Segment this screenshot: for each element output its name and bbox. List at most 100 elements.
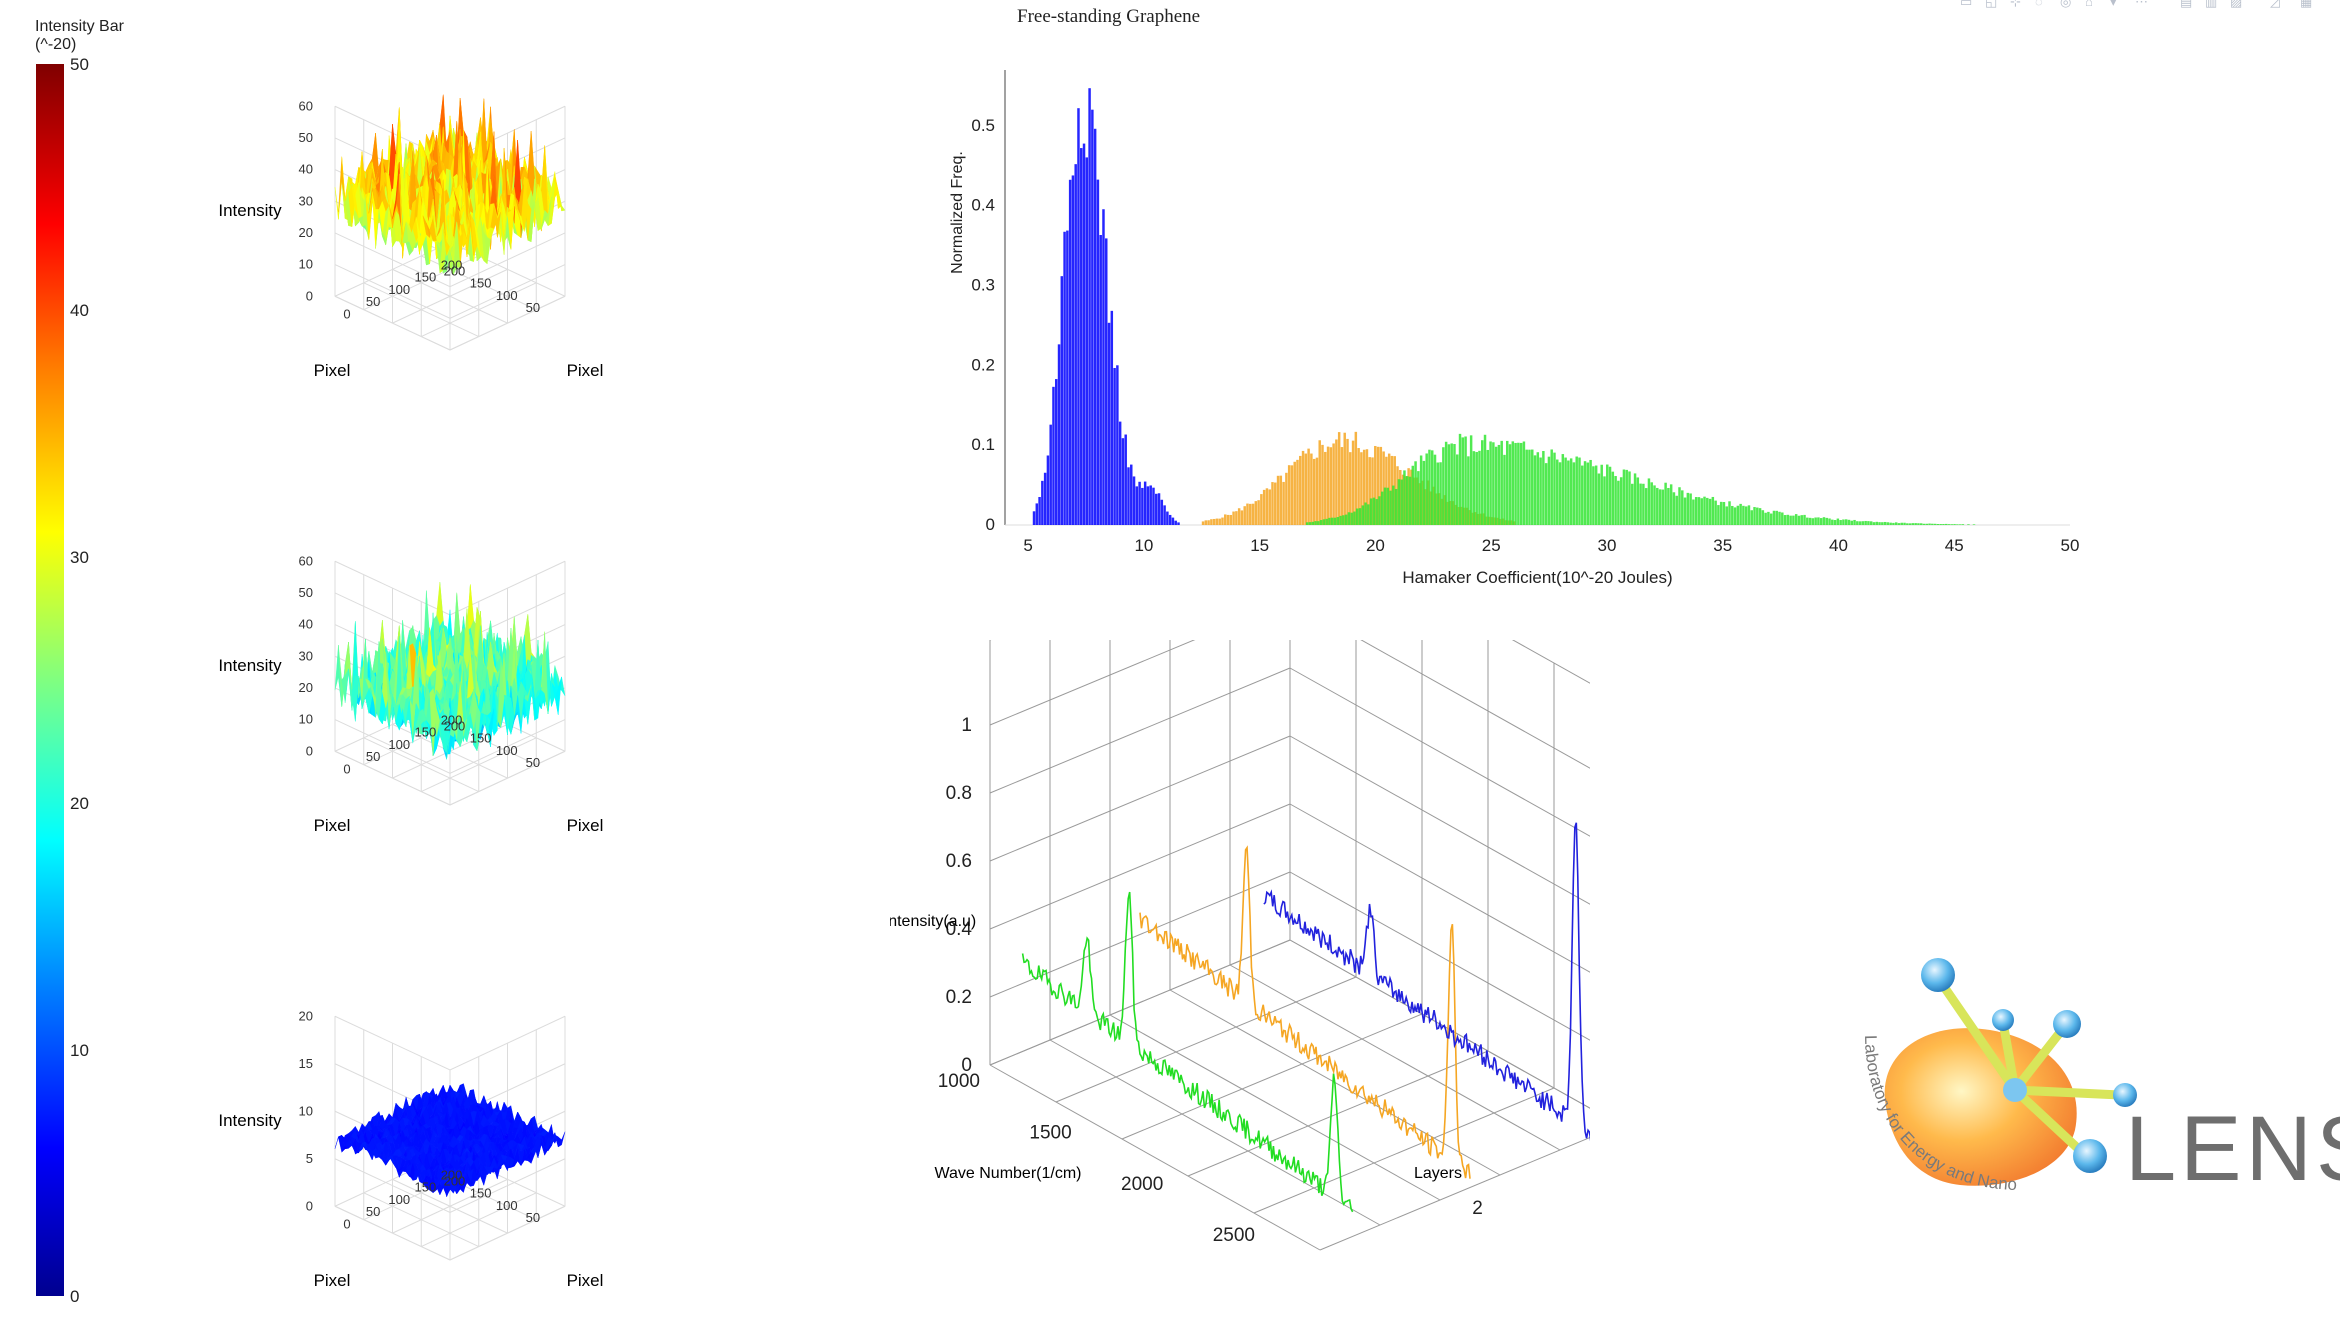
histogram-bar xyxy=(1240,510,1244,525)
histogram-bar xyxy=(1528,449,1531,525)
histogram-bar xyxy=(1631,483,1634,525)
histogram-bar xyxy=(1367,504,1370,525)
camera-icon[interactable]: ▭ xyxy=(1960,0,1973,9)
histogram-bar xyxy=(1525,449,1528,525)
histogram-bar xyxy=(1379,446,1383,525)
z-tick-label: 10 xyxy=(299,712,313,727)
reset-icon[interactable]: ⌂ xyxy=(2085,0,2093,9)
histogram-bar xyxy=(1426,480,1430,525)
x-axis-label: Pixel xyxy=(314,1271,351,1290)
histogram-bar xyxy=(1658,489,1662,525)
turntable-icon[interactable]: ◎ xyxy=(2060,0,2072,9)
histogram-bar xyxy=(1728,501,1731,525)
histogram-bar xyxy=(1542,451,1545,525)
right-pixel-tick-label: 100 xyxy=(388,737,410,752)
histogram-bar xyxy=(1043,472,1047,525)
histogram-bar xyxy=(1656,487,1659,525)
z-tick-label: 15 xyxy=(299,1056,313,1071)
histogram-chart[interactable]: 5 10 15 20 25 30 35 40 45 50 0 0.1 0.2 0.3 0.4 0.5 Hamak… xyxy=(940,55,2160,615)
hover-closest-icon[interactable]: ▾ xyxy=(2110,0,2117,9)
histogram-bar xyxy=(1226,514,1230,525)
histogram-bar xyxy=(1653,485,1656,525)
histogram-bar xyxy=(1947,524,1951,525)
z-tick-label: 5 xyxy=(306,1151,313,1166)
histogram-bar xyxy=(1683,497,1687,525)
histogram-bar xyxy=(1833,520,1837,525)
z-tick-label: 50 xyxy=(299,130,313,145)
histogram-bar xyxy=(1340,447,1344,525)
histogram-bar xyxy=(1449,500,1452,525)
histogram-bar xyxy=(1922,523,1926,525)
histogram-bar xyxy=(1747,505,1751,525)
histogram-bar xyxy=(1218,518,1221,525)
colorbar-title-line2: (^-20) xyxy=(35,36,77,53)
histogram-bar xyxy=(1052,386,1055,525)
histogram-bar xyxy=(1439,462,1442,525)
histogram-bar xyxy=(1925,523,1929,525)
histogram-bar xyxy=(1282,481,1285,525)
y-tick-label: 0 xyxy=(986,515,995,534)
histogram-bar xyxy=(1817,517,1820,525)
histogram-bar xyxy=(1512,521,1516,525)
histogram-bar xyxy=(1504,520,1508,525)
histogram-bar xyxy=(1539,457,1542,525)
surface-plot-1[interactable]: 0 10 20 30 40 50 60 50 100 150 200 0 50 100 150 200 Inte… xyxy=(200,80,660,410)
histogram-bar xyxy=(1130,464,1133,525)
spike-icon[interactable]: ⋯ xyxy=(2135,0,2148,9)
histogram-bar xyxy=(1314,521,1317,525)
histogram-bar xyxy=(1168,514,1172,525)
histogram-bar xyxy=(1342,515,1345,525)
spectrum-green xyxy=(1021,891,1354,1213)
left-pixel-tick-label: 50 xyxy=(526,755,540,770)
toggle-icon[interactable]: ▥ xyxy=(2205,0,2218,9)
histogram-bar xyxy=(1400,479,1403,525)
histogram-bar xyxy=(1401,474,1405,525)
histogram-bar xyxy=(1386,487,1390,525)
logo-icon[interactable]: ▦ xyxy=(2300,0,2313,9)
z-tick-label: 0 xyxy=(306,1198,313,1213)
histogram-bar xyxy=(1756,507,1759,525)
histogram-bar xyxy=(1049,424,1052,525)
colorbar-title: Intensity Bar (^-20) xyxy=(35,18,124,54)
histogram-bar xyxy=(1160,499,1164,525)
pan-icon[interactable]: ⊹ xyxy=(2010,0,2021,9)
zoom-icon[interactable]: ◱ xyxy=(1985,0,1998,9)
histogram-bar xyxy=(1375,499,1378,525)
histogram-bar xyxy=(1071,175,1075,525)
right-pixel-tick-label: 0 xyxy=(343,1216,350,1231)
surface-plot-3[interactable]: 0 5 10 15 20 50 100 150 200 0 50 100 150 200 Intensity… xyxy=(200,990,660,1320)
series-blue xyxy=(1032,88,1180,526)
z-axis-title: Intensity(a.u) xyxy=(890,913,976,930)
histogram-bar xyxy=(1436,462,1440,525)
histogram-bar xyxy=(1956,524,1959,525)
histogram-bar xyxy=(1143,481,1147,525)
x-tick-label: 2500 xyxy=(1213,1225,1255,1246)
histogram-bar xyxy=(1900,522,1904,525)
histogram-bar xyxy=(1451,501,1455,525)
histogram-bar xyxy=(1354,431,1358,525)
histogram-bar xyxy=(1333,517,1337,525)
raman-grid xyxy=(989,640,1590,1251)
compare-icon[interactable]: ▤ xyxy=(2180,0,2193,9)
plotly-icon[interactable]: ▨ xyxy=(2230,0,2243,9)
orbit-icon[interactable]: ◌ xyxy=(2035,0,2043,9)
histogram-bar xyxy=(1847,519,1851,525)
histogram-bar xyxy=(1361,505,1365,525)
histogram-bar xyxy=(1082,143,1086,525)
histogram-bar xyxy=(1425,453,1428,525)
x-tick-label: 20 xyxy=(1366,536,1385,555)
raman-3d-chart[interactable]: 00.20.40.60.81100015002000250012Wave Num… xyxy=(890,640,1590,1260)
histogram-bar xyxy=(1374,445,1377,525)
histogram-bar xyxy=(1697,497,1701,525)
histogram-bar xyxy=(1625,469,1628,525)
histogram-bar xyxy=(1364,502,1367,525)
histogram-bar xyxy=(1792,515,1795,525)
histogram-bar xyxy=(1569,458,1573,525)
histogram-bar xyxy=(1141,487,1144,525)
export-icon[interactable]: ◿ xyxy=(2270,0,2280,9)
histogram-bar xyxy=(1503,454,1506,525)
histogram-bar xyxy=(1321,444,1324,525)
histogram-bar xyxy=(1742,505,1745,525)
colorbar-title-line1: Intensity Bar xyxy=(35,18,124,35)
surface-plot-2[interactable]: 0 10 20 30 40 50 60 50 100 150 200 0 50 100 150 200 Inte… xyxy=(200,535,660,865)
